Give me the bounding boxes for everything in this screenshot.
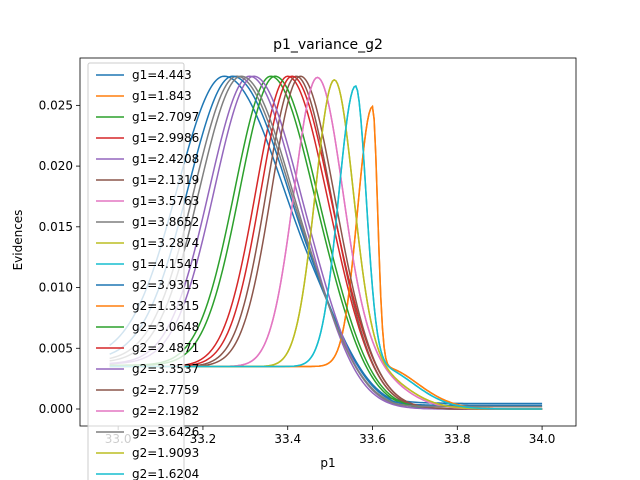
legend-label: g2=3.6426 (132, 425, 199, 439)
legend-label: g2=2.7759 (132, 383, 199, 397)
legend-label: g2=3.3537 (132, 362, 199, 376)
legend-label: g1=4.1541 (132, 257, 199, 271)
x-tick-label: 33.4 (274, 432, 301, 446)
legend-label: g1=1.843 (132, 89, 192, 103)
legend-label: g1=3.2874 (132, 236, 199, 250)
legend-label: g2=2.1982 (132, 404, 199, 418)
y-tick-label: 0.010 (39, 281, 73, 295)
legend-label: g1=3.5763 (132, 194, 199, 208)
y-tick-label: 0.025 (39, 98, 73, 112)
y-tick-label: 0.020 (39, 159, 73, 173)
legend: g1=4.443 g1=1.843 g1=2.7097 g1=2.9986 g1=2.4… (87, 62, 199, 480)
legend-label: g2=1.6204 (132, 467, 199, 480)
x-tick-label: 33.8 (444, 432, 471, 446)
legend-label: g1=4.443 (132, 68, 192, 82)
legend-label: g2=1.3315 (132, 299, 199, 313)
legend-label: g1=3.8652 (132, 215, 199, 229)
x-tick-label: 33.2 (190, 432, 217, 446)
legend-box (87, 62, 185, 480)
legend-label: g1=2.1319 (132, 173, 199, 187)
legend-label: g2=3.9315 (132, 278, 199, 292)
x-tick-label: 33.6 (359, 432, 386, 446)
y-tick-label: 0.000 (39, 402, 73, 416)
legend-label: g1=2.7097 (132, 110, 199, 124)
x-axis-title: p1 (320, 456, 335, 470)
plot-frame (79, 57, 577, 427)
y-tick-label: 0.005 (39, 341, 73, 355)
legend-label: g2=3.0648 (132, 320, 199, 334)
legend-label: g1=2.4208 (132, 152, 199, 166)
y-axis-title: Evidences (11, 210, 25, 271)
chart-title: p1_variance_g2 (273, 37, 383, 53)
x-tick-label: 34.0 (529, 432, 556, 446)
legend-label: g1=2.9986 (132, 131, 199, 145)
legend-label: g2=1.9093 (132, 446, 199, 460)
legend-label: g2=2.4871 (132, 341, 199, 355)
y-tick-label: 0.015 (39, 220, 73, 234)
axes: 33.033.233.433.633.834.00.0000.0050.0100… (39, 57, 577, 446)
